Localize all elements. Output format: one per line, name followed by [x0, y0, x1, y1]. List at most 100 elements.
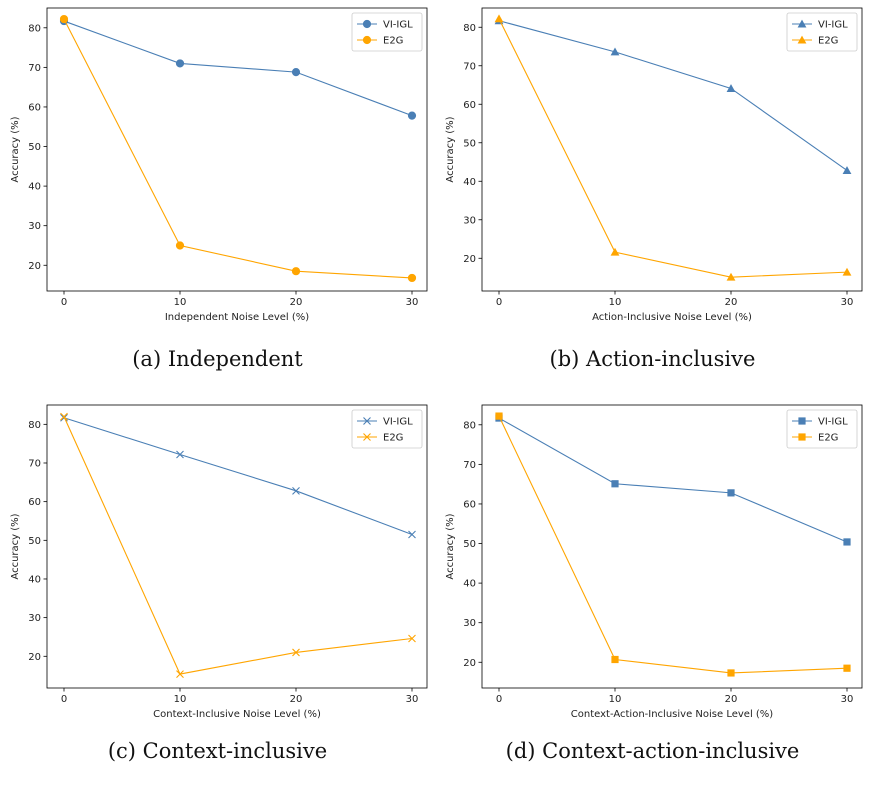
- x-tick-label: 20: [725, 694, 738, 705]
- y-tick-label: 20: [28, 261, 41, 272]
- data-point-e2g: [408, 634, 416, 643]
- x-axis-label: Context-Inclusive Noise Level (%): [153, 709, 321, 720]
- plot-frame: [481, 7, 863, 292]
- y-tick-label: 30: [28, 613, 41, 624]
- x-axis-label: Context-Action-Inclusive Noise Level (%): [571, 709, 774, 720]
- y-tick-label: 60: [28, 102, 41, 113]
- series-e2g: [60, 412, 416, 678]
- series-e2g: [494, 14, 852, 281]
- legend-marker: [363, 417, 371, 425]
- legend: VI-IGL E2G: [351, 409, 423, 449]
- legend-marker: [798, 417, 806, 425]
- chart-svg-c: 0 10 20 30 20 30 40 50 60 70 80 Context-Inclusive N…: [10, 404, 428, 720]
- y-axis-label: Accuracy (%): [445, 513, 456, 579]
- y-tick-label: 20: [463, 254, 476, 265]
- legend-box: [351, 409, 423, 449]
- legend: VI-IGL E2G: [351, 12, 423, 52]
- legend-label-vi-igl: VI-IGL: [818, 20, 848, 31]
- x-tick-label: 10: [609, 694, 622, 705]
- chart-caption-a: (a) Independent: [132, 347, 303, 371]
- y-axis-label: Accuracy (%): [10, 116, 21, 182]
- data-point-e2g: [842, 267, 852, 276]
- y-tick-label: 60: [463, 100, 476, 111]
- y-tick-label: 60: [463, 499, 476, 510]
- x-tick-label: 20: [290, 694, 303, 705]
- data-point-vi-igl: [842, 166, 852, 175]
- data-point-e2g: [726, 272, 736, 281]
- chart-svg-d: 0 10 20 30 20 30 40 50 60 70 80 Context-Action-Incl…: [445, 404, 863, 720]
- x-tick-label: 10: [609, 297, 622, 308]
- data-point-vi-igl: [610, 47, 620, 56]
- x-tick-label: 30: [406, 297, 419, 308]
- x-tick-label: 30: [406, 694, 419, 705]
- y-tick-label: 80: [28, 23, 41, 34]
- y-tick-label: 30: [28, 221, 41, 232]
- y-tick-label: 70: [463, 460, 476, 471]
- y-tick-label: 30: [463, 215, 476, 226]
- chart-caption-b: (b) Action-inclusive: [549, 347, 756, 371]
- chart-caption-d: (d) Context-action-inclusive: [505, 739, 800, 763]
- data-point-e2g: [495, 412, 503, 420]
- y-axis-label: Accuracy (%): [445, 116, 456, 182]
- data-point-e2g: [176, 670, 184, 678]
- x-tick-label: 20: [290, 297, 303, 308]
- data-point-e2g: [610, 247, 620, 256]
- chart-panel-d: 0 10 20 30 20 30 40 50 60 70 80 Context-Action-Incl…: [435, 397, 870, 785]
- y-tick-label: 40: [28, 182, 41, 193]
- series-line-vi-igl: [498, 20, 848, 171]
- legend-label-e2g: E2G: [818, 433, 838, 444]
- series-vi-igl: [60, 413, 416, 539]
- plot-frame: [481, 404, 863, 689]
- plot-frame: [46, 7, 428, 292]
- x-tick-label: 20: [725, 297, 738, 308]
- chart-svg-b: 0 10 20 30 20 30 40 50 60 70 80 Action-Inclusive No…: [445, 7, 863, 323]
- data-point-e2g: [60, 412, 68, 421]
- series-line-e2g: [498, 18, 848, 278]
- series-line-vi-igl: [498, 417, 848, 543]
- y-tick-label: 40: [463, 579, 476, 590]
- chart-panel-b: 0 10 20 30 20 30 40 50 60 70 80 Action-Inclusive No…: [435, 0, 870, 388]
- data-point-vi-igl: [292, 486, 300, 495]
- data-point-vi-igl: [727, 489, 735, 497]
- data-point-vi-igl: [611, 480, 619, 488]
- chart-caption-c: (c) Context-inclusive: [107, 739, 328, 763]
- data-point-vi-igl: [407, 111, 417, 120]
- legend-label-e2g: E2G: [383, 36, 403, 47]
- series-line-e2g: [498, 415, 848, 674]
- x-tick-label: 30: [841, 297, 854, 308]
- legend-label-e2g: E2G: [818, 36, 838, 47]
- y-tick-label: 40: [463, 177, 476, 188]
- x-tick-label: 10: [174, 694, 187, 705]
- legend-label-vi-igl: VI-IGL: [383, 20, 413, 31]
- legend-label-e2g: E2G: [383, 433, 403, 444]
- legend-label-vi-igl: VI-IGL: [818, 417, 848, 428]
- chart-panel-a: 0 10 20 30 20 30 40 50 60 70 80 Independent Noise L…: [0, 0, 435, 388]
- y-tick-label: 80: [463, 23, 476, 34]
- series-line-vi-igl: [63, 417, 413, 536]
- series-line-e2g: [63, 416, 413, 675]
- x-axis-label: Action-Inclusive Noise Level (%): [592, 312, 752, 323]
- y-axis-label: Accuracy (%): [10, 513, 21, 579]
- legend-marker: [362, 19, 372, 29]
- y-tick-label: 70: [28, 63, 41, 74]
- data-point-e2g: [407, 273, 417, 283]
- legend-marker: [362, 35, 372, 45]
- y-tick-label: 20: [463, 658, 476, 669]
- legend: VI-IGL E2G: [786, 409, 858, 449]
- y-tick-label: 50: [463, 539, 476, 550]
- series-e2g: [495, 412, 851, 677]
- y-tick-label: 50: [463, 138, 476, 149]
- plot-frame: [46, 404, 428, 689]
- legend-label-vi-igl: VI-IGL: [383, 417, 413, 428]
- y-tick-label: 60: [28, 497, 41, 508]
- chart-panel-c: 0 10 20 30 20 30 40 50 60 70 80 Context-Inclusive N…: [0, 397, 435, 785]
- x-tick-label: 0: [61, 694, 67, 705]
- legend-marker: [363, 433, 371, 441]
- x-tick-label: 0: [496, 694, 502, 705]
- y-tick-label: 80: [463, 420, 476, 431]
- y-tick-label: 50: [28, 142, 41, 153]
- data-point-e2g: [727, 669, 735, 677]
- data-point-vi-igl: [176, 450, 184, 459]
- y-tick-label: 20: [28, 652, 41, 663]
- data-point-e2g: [175, 241, 185, 250]
